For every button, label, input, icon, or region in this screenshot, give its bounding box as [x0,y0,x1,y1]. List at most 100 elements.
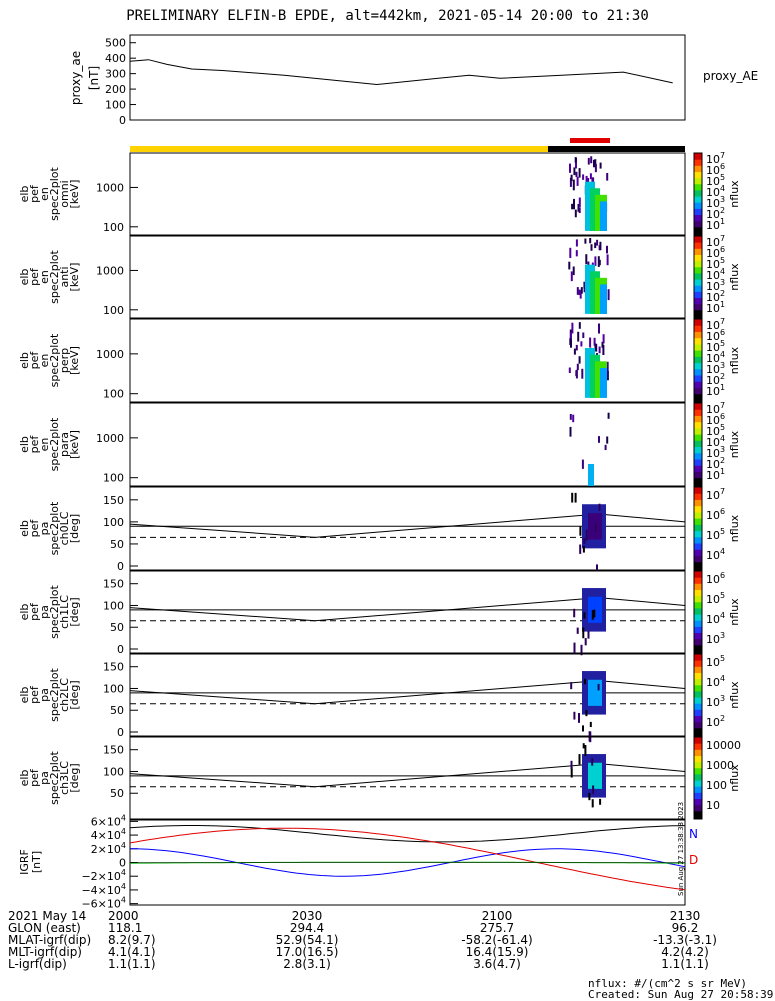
spectrogram-band [600,367,607,398]
colorbar-cell [694,804,702,808]
colorbar-cell [694,291,702,294]
colorbar-cell [694,605,702,609]
colorbar-cell [694,642,702,646]
spectrogram-pixel [579,544,582,554]
spectrogram-pixel [598,346,601,354]
colorbar-cell [694,311,702,315]
colorbar-cell [694,281,702,284]
colorbar-cell [694,214,702,218]
energy-ytick-label: 100 [103,472,124,485]
colorbar-tick-label: 101 [706,383,725,398]
colorbar-cell [694,321,702,324]
spectrogram-pixel [571,322,574,334]
energy-ylabel: anti [58,266,71,287]
colorbar-cell [694,565,702,569]
colorbar-cell [694,747,702,750]
colorbar-cell [694,246,702,249]
spectrogram-pixel [584,745,587,756]
colorbar-tick-label: 106 [706,162,725,177]
colorbar-cell [694,549,702,552]
colorbar-cell [694,540,702,544]
energy-panel-frame [129,402,686,487]
colorbar-label: nflux [728,514,741,542]
colorbar-cell [694,751,702,754]
colorbar-tick-label: 102 [706,714,725,729]
colorbar-cell [694,753,702,756]
colorbar-cell [694,383,702,386]
spectrogram-pixel [572,179,575,191]
colorbar-cell [694,660,702,663]
colorbar-label: nflux [728,346,741,374]
colorbar-cell [694,607,702,611]
colorbar-cell [694,670,702,673]
colorbar-cell [694,684,702,688]
colorbar-cell [694,375,702,378]
energy-ylabel: spec2plot [48,250,61,304]
footer-cell-4-2: 2.8(3.1) [283,957,331,971]
spectrogram-pixel [578,713,580,723]
colorbar-cell [694,393,702,397]
pa-ylabel: spec2plot [48,668,61,722]
colorbar-cell [694,497,702,500]
energy-ytick-label: 1000 [96,181,124,194]
spectrogram-pixel [576,363,579,371]
colorbar-cell [694,354,702,357]
colorbar-cell [694,254,702,257]
footer-cell-0-3: 2100 [482,909,513,923]
spectrogram-pixel [578,322,581,329]
colorbar-cell [694,200,702,203]
colorbar-cell [694,650,702,654]
colorbar-frame [693,152,703,236]
colorbar-cell [694,727,702,731]
colorbar-cell [694,421,702,425]
colorbar-cell [694,491,702,494]
colorbar-cell [694,532,702,536]
spectrogram-pixel [570,174,573,182]
colorbar-cell [694,780,702,783]
spectrogram-pixel [584,638,587,646]
colorbar-cell [694,680,702,684]
colorbar-cell [694,446,702,450]
pa-ylabel: pa [38,688,51,702]
spectrogram-pixel [579,526,582,536]
colorbar-cell [694,495,702,498]
energy-ylabel: en [38,187,51,201]
colorbar-cell [694,553,702,556]
colorbar-5 [693,570,703,654]
colorbar-cell [694,733,702,737]
colorbar-cell [694,315,702,319]
energy-panel-frame [129,152,686,236]
spectrogram-pixel [572,414,575,423]
colorbar-cell [694,377,702,380]
pa-ytick-label: 0 [117,560,124,573]
colorbar-cell [694,672,702,675]
colorbar-cell [694,725,702,729]
colorbar-cell [694,709,702,712]
colorbar-cell [694,163,702,166]
spectrogram-pixel [582,332,585,339]
spectrogram-pixel [573,608,576,618]
igrf-ytick-label: −6×104 [81,896,126,911]
colorbar-cell [694,196,702,199]
colorbar-tick-label: 107 [706,151,725,166]
pa-ylabel: elb [18,520,31,537]
colorbar-cell [694,387,702,391]
spectrogram-pixel [589,173,592,180]
colorbar-cell [694,161,702,164]
colorbar-cell [694,699,702,702]
spectrogram-pixel [570,682,573,690]
igrf-north-line [130,848,686,877]
colorbar-tick-label: 100 [706,779,727,792]
colorbar-cell [694,397,702,401]
igrf-ytick-label: 0 [119,857,126,870]
colorbar-cell [694,595,702,599]
colorbar-cell [694,413,702,416]
spectrogram-pixel [606,254,609,266]
colorbar-cell [694,581,702,584]
colorbar-cell [694,343,702,347]
spectrogram-pixel [582,743,585,749]
spectrogram-pixel [575,171,578,177]
colorbar-cell [694,573,702,576]
colorbar-cell [694,662,702,665]
colorbar-tick-label: 104 [706,434,725,449]
